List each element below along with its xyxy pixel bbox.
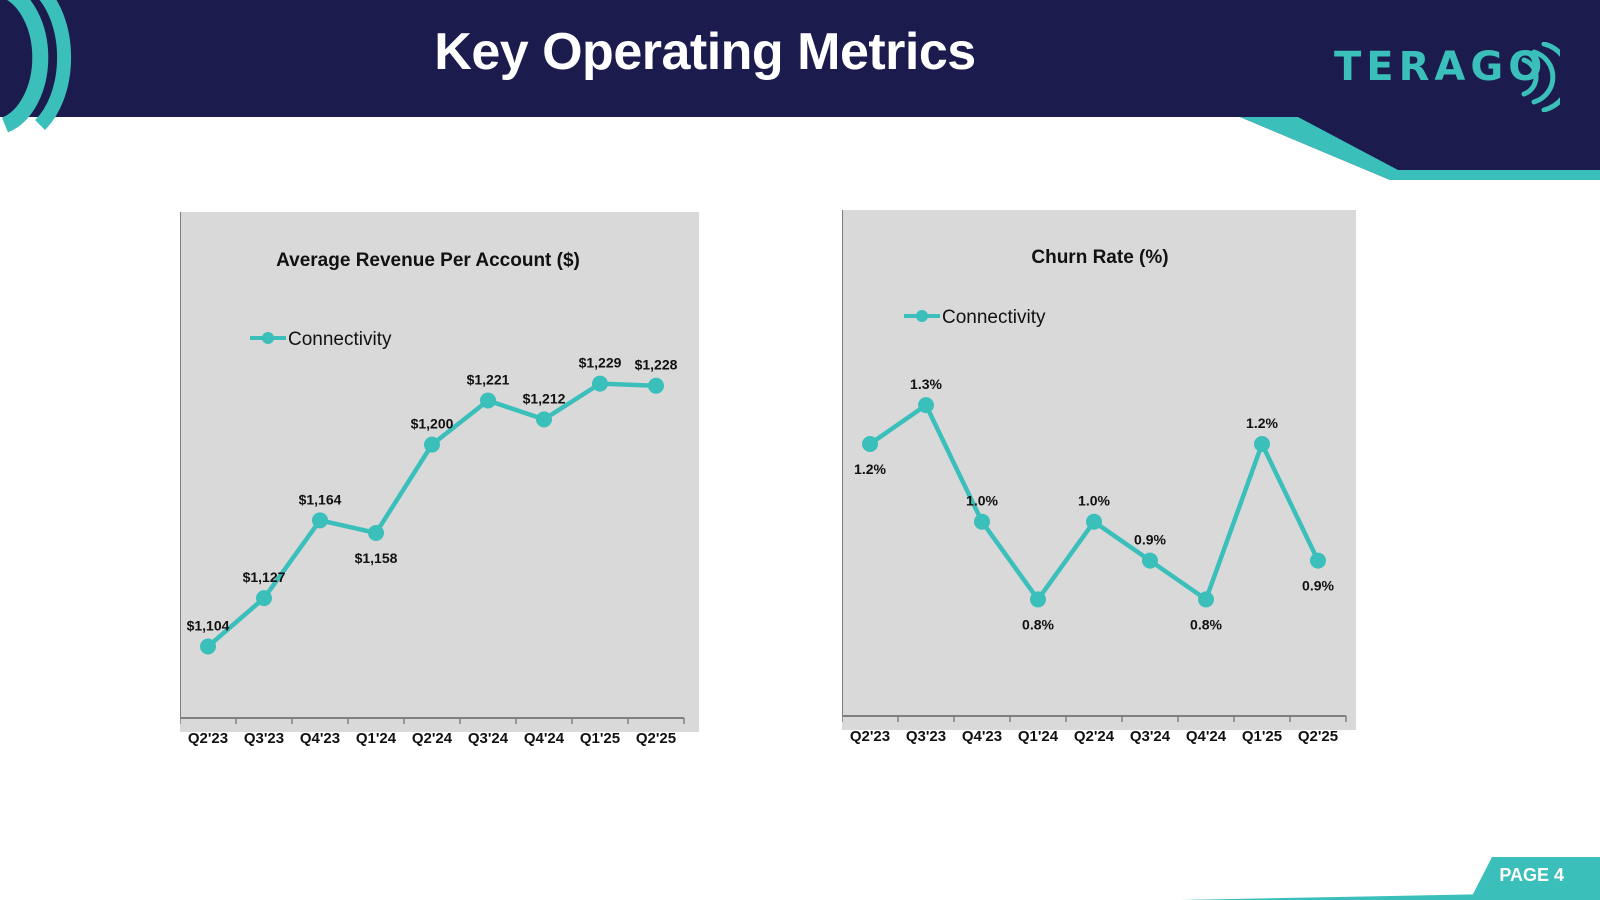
arpa-chart: Average Revenue Per Account ($) Connecti… bbox=[180, 212, 699, 747]
x-tick-labels: Q2'23 Q3'23 Q4'23 Q1'24 Q2'24 Q3'24 Q4'24 Q1'25… bbox=[188, 730, 676, 747]
chart-series: 1.2% 1.3% 1.0% 0.8% 1.0% 0.9% 0.8% 1.2% 0.9% bbox=[854, 376, 1334, 632]
data-label: $1,221 bbox=[467, 371, 510, 387]
data-label: 1.0% bbox=[966, 493, 998, 509]
chart-axes bbox=[842, 210, 1347, 722]
data-point bbox=[862, 436, 878, 452]
data-label: 1.2% bbox=[1246, 415, 1278, 431]
legend-label: Connectivity bbox=[942, 307, 1046, 328]
legend-label: Connectivity bbox=[288, 329, 392, 350]
page-number: PAGE 4 bbox=[1499, 865, 1564, 885]
data-point bbox=[480, 392, 496, 409]
x-tick-label: Q2'24 bbox=[412, 730, 453, 747]
footer-page-tab bbox=[1470, 857, 1600, 900]
chart-title: Average Revenue Per Account ($) bbox=[276, 250, 580, 271]
header-wave-decoration bbox=[1, 0, 72, 133]
data-point bbox=[1254, 436, 1270, 452]
x-tick-label: Q4'23 bbox=[300, 730, 340, 747]
x-tick-label: Q2'23 bbox=[188, 730, 228, 747]
data-label: 0.8% bbox=[1022, 616, 1054, 632]
x-tick-label: Q3'24 bbox=[468, 730, 509, 747]
data-label: $1,229 bbox=[579, 355, 622, 371]
x-tick-label: Q2'25 bbox=[1298, 728, 1338, 745]
data-point bbox=[536, 411, 552, 428]
data-point bbox=[918, 397, 934, 414]
footer-tab bbox=[1180, 857, 1600, 900]
data-point bbox=[256, 590, 272, 607]
x-tick-label: Q4'23 bbox=[962, 728, 1002, 745]
data-label: 0.9% bbox=[1302, 578, 1334, 594]
x-tick-label: Q3'23 bbox=[244, 730, 284, 747]
data-label: $1,212 bbox=[523, 390, 566, 406]
legend-marker bbox=[262, 332, 274, 344]
data-point bbox=[974, 513, 990, 530]
data-point bbox=[592, 375, 608, 392]
legend-marker bbox=[916, 310, 928, 322]
data-point bbox=[424, 436, 440, 453]
terago-logo: TERAGO bbox=[1334, 44, 1548, 90]
data-label: 1.3% bbox=[910, 376, 942, 392]
data-label: 1.2% bbox=[854, 461, 886, 477]
x-tick-label: Q2'24 bbox=[1074, 728, 1115, 745]
chart-legend: Connectivity bbox=[250, 329, 392, 350]
data-label: 0.9% bbox=[1134, 532, 1166, 548]
header-teal-accent bbox=[1240, 117, 1600, 180]
data-point bbox=[1198, 591, 1214, 608]
data-point bbox=[648, 377, 664, 394]
data-point bbox=[1142, 552, 1158, 569]
x-tick-label: Q1'24 bbox=[1018, 728, 1059, 745]
x-tick-label: Q1'24 bbox=[356, 730, 397, 747]
chart-series: $1,104 $1,127 $1,164 $1,158 $1,200 $1,221 $1,2… bbox=[187, 355, 678, 655]
data-label: $1,127 bbox=[243, 569, 286, 585]
chart-area bbox=[180, 212, 699, 732]
header-band bbox=[0, 0, 1600, 180]
data-point bbox=[200, 638, 216, 655]
chart-axes bbox=[180, 212, 685, 724]
x-tick-label: Q1'25 bbox=[580, 730, 620, 747]
data-point bbox=[1086, 513, 1102, 530]
data-label: $1,200 bbox=[411, 416, 454, 432]
x-tick-label: Q3'24 bbox=[1130, 728, 1171, 745]
data-point bbox=[312, 512, 328, 529]
data-label: $1,164 bbox=[299, 491, 342, 507]
chart-legend: Connectivity bbox=[904, 307, 1046, 328]
x-tick-label: Q4'24 bbox=[1186, 728, 1227, 745]
x-tick-label: Q4'24 bbox=[524, 730, 565, 747]
header-right-extension bbox=[1240, 117, 1600, 180]
logo-signal-icon bbox=[1521, 42, 1560, 112]
data-label: $1,228 bbox=[635, 357, 678, 373]
data-point bbox=[368, 524, 384, 541]
x-tick-label: Q2'25 bbox=[636, 730, 676, 747]
x-tick-label: Q1'25 bbox=[1242, 728, 1282, 745]
x-tick-label: Q3'23 bbox=[906, 728, 946, 745]
chart-area bbox=[842, 210, 1356, 730]
chart-title: Churn Rate (%) bbox=[1031, 247, 1168, 268]
data-label: $1,104 bbox=[187, 618, 230, 634]
data-point bbox=[1030, 591, 1046, 608]
header-background bbox=[0, 0, 1600, 117]
x-tick-labels: Q2'23 Q3'23 Q4'23 Q1'24 Q2'24 Q3'24 Q4'24 Q1'25… bbox=[850, 728, 1338, 745]
x-tick-label: Q2'23 bbox=[850, 728, 890, 745]
page-title: Key Operating Metrics bbox=[434, 23, 976, 81]
data-point bbox=[1310, 552, 1326, 569]
churn-chart: Churn Rate (%) Connectivity Q2'23 Q3'23 Q4… bbox=[842, 210, 1356, 745]
data-label: 0.8% bbox=[1190, 616, 1222, 632]
data-label: 1.0% bbox=[1078, 493, 1110, 509]
data-label: $1,158 bbox=[355, 550, 398, 566]
